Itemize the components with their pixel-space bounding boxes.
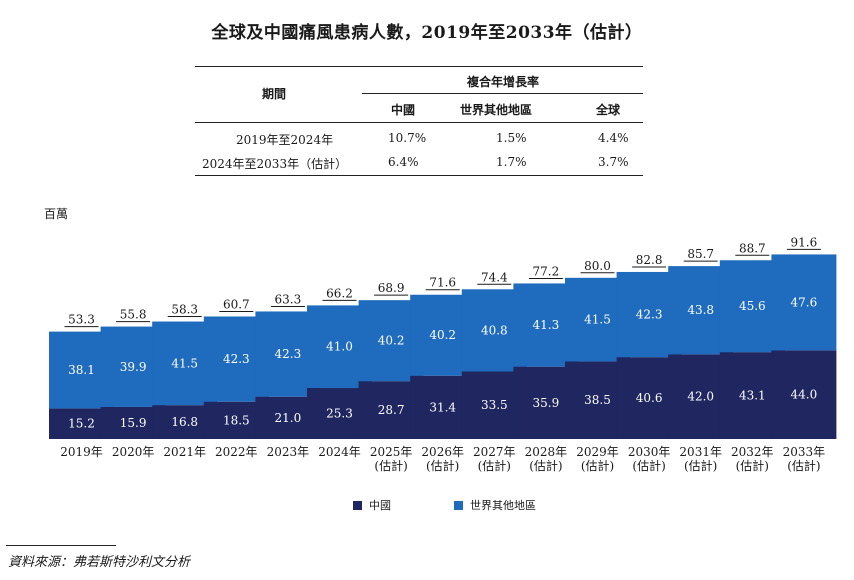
x-tick-label: (估計): [374, 458, 407, 473]
x-tick-label: 2025年: [370, 445, 413, 459]
data-label-total: 91.6: [791, 235, 818, 249]
data-label-china: 25.3: [326, 407, 353, 421]
data-label-china: 43.1: [739, 389, 766, 403]
x-tick-label: (估計): [426, 458, 459, 473]
x-tick-label: (估計): [478, 458, 511, 473]
legend-swatch-rest-of-world: [454, 500, 463, 510]
data-label-total: 85.7: [687, 247, 714, 261]
row-period: 2019年至2024年: [236, 133, 334, 147]
x-tick-label: (估計): [684, 458, 717, 473]
x-tick-label: 2030年: [628, 445, 671, 459]
x-tick-label: 2022年: [215, 445, 258, 459]
cagr-subrule: [362, 93, 643, 94]
x-tick-label: 2032年: [731, 445, 774, 459]
data-label-rest-of-world: 40.8: [481, 323, 508, 337]
data-label-china: 35.9: [533, 396, 560, 410]
x-tick-label: 2026年: [421, 445, 464, 459]
row-value-china: 10.7%: [388, 131, 427, 145]
x-tick-label: (估計): [736, 458, 769, 473]
data-label-china: 31.4: [429, 400, 456, 414]
data-label-total: 60.7: [223, 297, 250, 311]
data-label-china: 44.0: [791, 388, 818, 402]
legend-label-china: 中國: [369, 499, 391, 512]
stacked-bar-chart: 15.2 38.1 53.3 2019年 15.9 39.9 55.8 2020年 16.8 41…: [49, 235, 837, 473]
x-tick-label: 2031年: [679, 445, 722, 459]
data-label-total: 80.0: [584, 259, 611, 273]
data-label-china: 42.0: [687, 390, 714, 404]
col-header-china: 中國: [391, 103, 416, 117]
x-tick-label: 2033年: [783, 445, 826, 459]
row-value-rest-of-world: 1.7%: [496, 155, 527, 169]
data-label-rest-of-world: 41.3: [533, 318, 560, 332]
data-label-total: 55.8: [120, 308, 147, 322]
data-label-total: 58.3: [171, 303, 198, 317]
col-header-rest-of-world: 世界其他地區: [460, 103, 533, 117]
legend-label-rest-of-world: 世界其他地區: [470, 499, 536, 512]
data-label-total: 77.2: [533, 264, 560, 278]
data-label-total: 74.4: [481, 270, 508, 284]
data-label-china: 15.2: [68, 417, 95, 431]
period-header: 期間: [262, 87, 287, 101]
data-label-china: 15.9: [120, 416, 147, 430]
x-tick-label: 2024年: [318, 445, 361, 459]
x-tick-label: (估計): [529, 458, 562, 473]
bar-segment-china: [771, 350, 837, 439]
x-tick-label: 2020年: [112, 445, 155, 459]
data-label-rest-of-world: 38.1: [68, 363, 95, 377]
data-label-total: 68.9: [378, 281, 405, 295]
table-header-rule: [195, 122, 643, 123]
data-label-china: 21.0: [275, 411, 302, 425]
data-label-china: 18.5: [223, 413, 250, 427]
legend-item-china: 中國: [353, 497, 391, 513]
x-tick-label: (估計): [632, 458, 665, 473]
bar-segment-rest-of-world: [771, 254, 837, 351]
data-label-china: 40.6: [636, 391, 663, 405]
data-label-rest-of-world: 45.6: [739, 299, 766, 313]
source-rule: [6, 545, 116, 546]
row-value-global: 4.4%: [598, 131, 629, 145]
data-label-total: 88.7: [739, 241, 766, 255]
x-tick-label: (估計): [787, 458, 820, 473]
x-tick-label: 2028年: [525, 445, 568, 459]
data-label-rest-of-world: 42.3: [636, 308, 663, 322]
data-label-total: 71.6: [429, 276, 456, 290]
col-header-global: 全球: [596, 103, 621, 117]
x-tick-label: 2023年: [267, 445, 310, 459]
data-label-china: 38.5: [584, 393, 611, 407]
x-tick-label: 2027年: [473, 445, 516, 459]
data-label-total: 66.2: [326, 286, 353, 300]
table-bottom-rule: [195, 175, 643, 176]
cagr-header: 複合年增長率: [467, 75, 540, 89]
row-period: 2024年至2033年（估計）: [202, 157, 348, 171]
data-label-rest-of-world: 42.3: [223, 352, 250, 366]
row-value-global: 3.7%: [598, 155, 629, 169]
data-label-china: 33.5: [481, 398, 508, 412]
data-label-total: 63.3: [275, 292, 302, 306]
data-label-rest-of-world: 41.5: [171, 356, 198, 370]
x-tick-label: 2021年: [163, 445, 206, 459]
data-label-total: 53.3: [68, 313, 95, 327]
data-label-rest-of-world: 42.3: [275, 347, 302, 361]
source-note: 資料來源：弗若斯特沙利文分析: [8, 555, 191, 570]
data-label-total: 82.8: [636, 253, 663, 267]
x-tick-label: 2019年: [60, 445, 103, 459]
data-label-rest-of-world: 47.6: [791, 295, 818, 309]
x-tick-label: (估計): [581, 458, 614, 473]
data-label-rest-of-world: 40.2: [429, 328, 456, 342]
row-value-rest-of-world: 1.5%: [496, 131, 527, 145]
data-label-rest-of-world: 39.9: [120, 360, 147, 374]
legend-swatch-china: [353, 500, 362, 510]
chart-title: 全球及中國痛風患病人數，2019年至2033年（估計）: [211, 23, 643, 43]
x-tick-label: 2029年: [576, 445, 619, 459]
row-value-china: 6.4%: [388, 155, 419, 169]
data-label-rest-of-world: 41.5: [584, 313, 611, 327]
unit-label: 百萬: [44, 207, 69, 221]
data-label-china: 16.8: [171, 415, 198, 429]
data-label-rest-of-world: 41.0: [326, 340, 353, 354]
table-top-rule: [195, 66, 643, 67]
data-label-rest-of-world: 43.8: [687, 303, 714, 317]
data-label-rest-of-world: 40.2: [378, 334, 405, 348]
data-label-china: 28.7: [378, 403, 405, 417]
legend-item-rest-of-world: 世界其他地區: [454, 497, 536, 513]
